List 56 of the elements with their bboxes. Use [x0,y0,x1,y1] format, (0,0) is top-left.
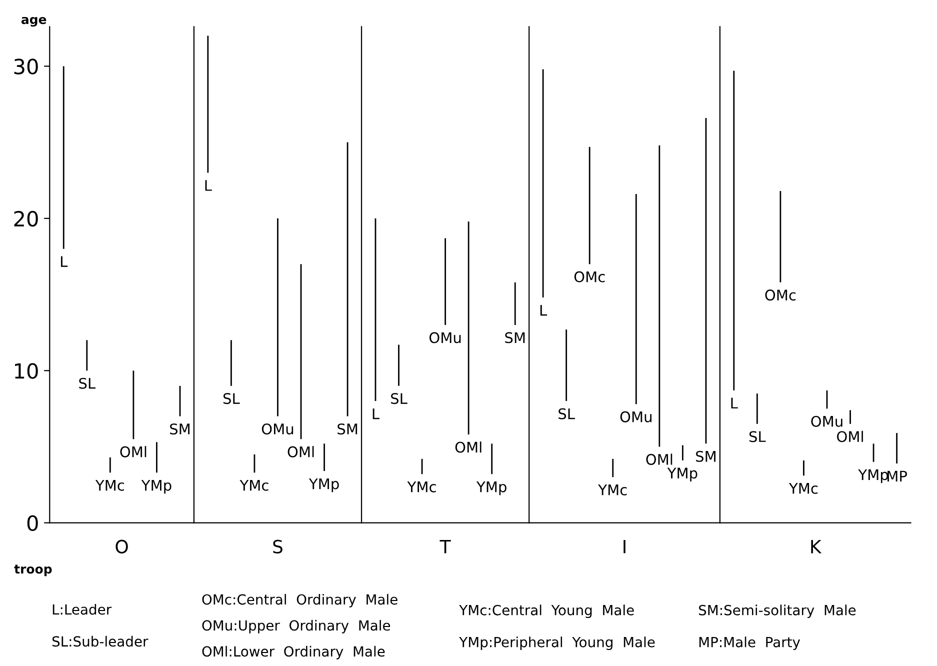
x-tick-label: SL [749,431,766,442]
x-tick-label: SM [338,423,358,435]
x-tick-label: YMc [407,482,436,492]
text: YMp:Peripheral Young Male [459,636,655,650]
x-tick-label: YMp [308,478,339,492]
x-tick-label: OMl [455,441,482,453]
x-tick-label: YMp [667,468,698,482]
y-tick-label: 0 [27,515,38,532]
x-axis-title: K [811,540,822,554]
x-tick-label: SL [79,378,96,389]
text: YMc:Central Young Male [459,604,634,618]
x-tick-label: OMc [574,271,605,282]
x-tick-label: SM [170,423,190,435]
x-tick-label: SM [696,450,716,462]
text: OMu:Upper Ordinary Male [202,620,390,634]
x-tick-label: YMc [240,480,268,491]
x-tick-label: SL [391,393,408,404]
x-tick-label: L [372,408,380,420]
x-tick-label: SL [558,408,575,420]
x-tick-label: SL [223,393,240,404]
x-tick-label: L [205,180,212,191]
x-tick-label: YMc [95,480,124,491]
x-axis-title: S [273,540,282,554]
x-axis-title: O [116,540,128,554]
y-axis-title: age [21,16,46,27]
text: SM:Semi-solitary Male [698,604,856,618]
x-tick-label: L [60,256,68,267]
y-tick-label: 10 [15,363,38,379]
x-tick-label: OMc [765,290,796,301]
x-tick-label: SM [505,332,525,344]
text: troop [14,564,52,576]
text: OMl:Lower Ordinary Male [202,646,385,660]
x-tick-label: OMu [262,423,294,435]
text: SL:Sub-leader [52,636,148,647]
x-tick-label: OMu [811,416,842,427]
x-tick-label: MP [888,470,907,482]
x-tick-label: L [731,398,738,408]
x-tick-label: YMp [858,469,888,483]
x-tick-label: OMl [288,446,314,458]
x-tick-label: YMp [141,480,172,494]
text: MP:Male Party [699,636,800,650]
x-tick-label: YMc [598,484,627,496]
x-tick-label: OMu [620,411,652,422]
x-axis-title: I [624,540,626,554]
x-tick-label: YMc [788,483,818,494]
text: L:Leader [52,604,112,615]
x-axis-title: T [440,540,451,554]
x-tick-label: OMl [646,454,672,465]
text: OMc:Central Ordinary Male [202,594,398,608]
y-tick-label: 30 [14,58,38,74]
x-tick-label: YMp [476,482,506,496]
x-tick-label: OMl [837,430,863,442]
y-tick-label: 20 [14,210,38,227]
x-tick-label: OMl [120,446,146,458]
x-tick-label: OMu [429,332,461,344]
x-tick-label: L [540,304,548,316]
